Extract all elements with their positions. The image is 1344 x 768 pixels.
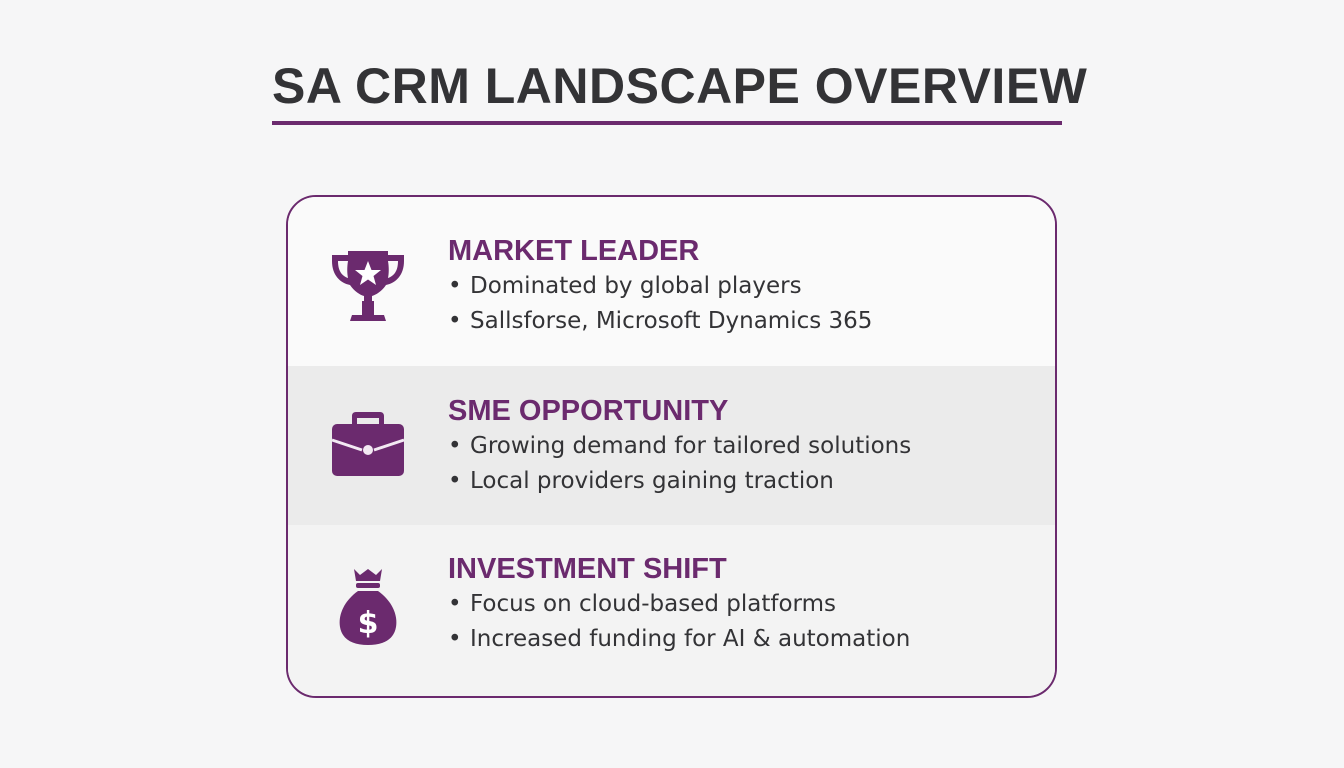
bullet-glyph: • bbox=[448, 308, 462, 334]
section-heading: INVESTMENT SHIFT bbox=[448, 553, 727, 585]
bullet-text: Focus on cloud-based platforms bbox=[470, 591, 836, 617]
page-title: SA CRM LANDSCAPE OVERVIEW bbox=[272, 58, 1088, 114]
bullet-glyph: • bbox=[448, 273, 462, 299]
title-block: SA CRM LANDSCAPE OVERVIEW bbox=[272, 56, 1088, 125]
bullet-item: • Growing demand for tailored solutions bbox=[448, 429, 911, 464]
bullet-text: Sallsforse, Microsoft Dynamics 365 bbox=[470, 308, 873, 334]
trophy-icon bbox=[326, 245, 410, 329]
bullet-glyph: • bbox=[448, 591, 462, 617]
briefcase-icon bbox=[326, 404, 410, 488]
bullet-glyph: • bbox=[448, 626, 462, 652]
section-heading: MARKET LEADER bbox=[448, 235, 700, 267]
bullet-glyph: • bbox=[448, 433, 462, 459]
bullet-text: Increased funding for AI & automation bbox=[470, 626, 911, 652]
money-bag-icon: $ bbox=[326, 565, 410, 649]
overview-card: MARKET LEADER • Dominated by global playe… bbox=[286, 195, 1057, 698]
svg-text:$: $ bbox=[358, 606, 379, 641]
bullet-item: • Increased funding for AI & automation bbox=[448, 622, 910, 657]
bullet-text: Dominated by global players bbox=[470, 273, 802, 299]
bullet-item: • Focus on cloud-based platforms bbox=[448, 587, 910, 622]
bullet-item: • Sallsforse, Microsoft Dynamics 365 bbox=[448, 304, 872, 339]
section-heading: SME OPPORTUNITY bbox=[448, 395, 729, 427]
bullet-text: Growing demand for tailored solutions bbox=[470, 433, 912, 459]
bullet-item: • Dominated by global players bbox=[448, 269, 872, 304]
bullet-text: Local providers gaining traction bbox=[470, 468, 834, 494]
title-underline bbox=[272, 121, 1062, 125]
section-investment-shift: $ INVESTMENT SHIFT • Focus on cloud-based… bbox=[288, 525, 1055, 696]
section-sme-opportunity: SME OPPORTUNITY • Growing demand for tail… bbox=[288, 366, 1055, 525]
bullet-glyph: • bbox=[448, 468, 462, 494]
bullet-item: • Local providers gaining traction bbox=[448, 464, 911, 499]
section-market-leader: MARKET LEADER • Dominated by global playe… bbox=[288, 197, 1055, 366]
